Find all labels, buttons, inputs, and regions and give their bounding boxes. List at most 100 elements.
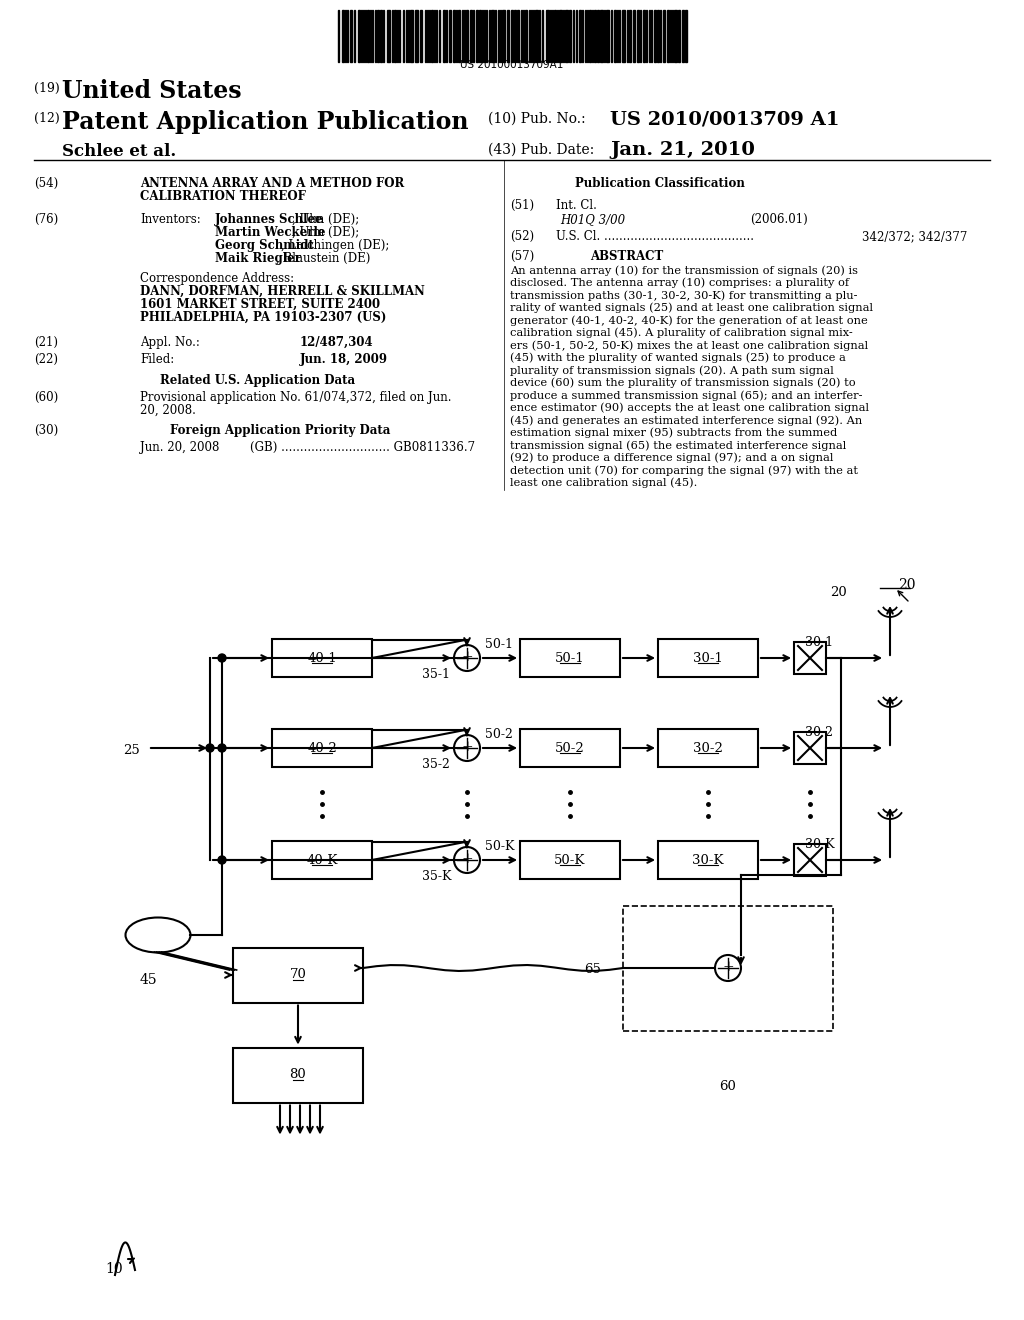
Text: 40-K: 40-K [306, 854, 338, 866]
Text: (54): (54) [34, 177, 58, 190]
Text: Georg Schmidt: Georg Schmidt [215, 239, 314, 252]
Text: (51): (51) [510, 199, 535, 213]
Bar [377, 11, 379, 62]
Text: produce a summed transmission signal (65); and an interfer-: produce a summed transmission signal (65… [510, 389, 862, 400]
Bar [443, 11, 445, 62]
Text: (76): (76) [34, 213, 58, 226]
Bar [597, 11, 599, 62]
Text: An antenna array (10) for the transmission of signals (20) is: An antenna array (10) for the transmissi… [510, 265, 858, 276]
Bar [233, 948, 362, 1002]
Bar [657, 11, 659, 62]
Text: Jun. 20, 2008: Jun. 20, 2008 [140, 441, 219, 454]
Text: 80: 80 [290, 1068, 306, 1081]
Text: Appl. No.:: Appl. No.: [140, 337, 200, 348]
Text: estimation signal mixer (95) subtracts from the summed: estimation signal mixer (95) subtracts f… [510, 428, 838, 438]
Text: PHILADELPHIA, PA 19103-2307 (US): PHILADELPHIA, PA 19103-2307 (US) [140, 312, 386, 323]
Bar [623, 906, 833, 1031]
Text: Patent Application Publication: Patent Application Publication [62, 110, 469, 135]
Text: 40-2: 40-2 [307, 742, 337, 755]
Text: (45) and generates an estimated interference signal (92). An: (45) and generates an estimated interfer… [510, 414, 862, 425]
Text: H01Q 3/00: H01Q 3/00 [560, 213, 625, 226]
Text: transmission paths (30-1, 30-2, 30-K) for transmitting a plu-: transmission paths (30-1, 30-2, 30-K) fo… [510, 290, 857, 301]
Bar [415, 11, 418, 62]
Text: 30-2: 30-2 [693, 742, 723, 755]
Text: 70: 70 [290, 969, 306, 982]
Text: ence estimator (90) accepts the at least one calibration signal: ence estimator (90) accepts the at least… [510, 403, 869, 413]
Text: ABSTRACT: ABSTRACT [590, 249, 664, 263]
Bar [431, 11, 433, 62]
Text: 40-1: 40-1 [307, 652, 337, 664]
Bar [569, 11, 571, 62]
Text: Foreign Application Priority Data: Foreign Application Priority Data [170, 424, 390, 437]
Bar [350, 11, 352, 62]
Bar [525, 11, 527, 62]
Text: US 20100013709A1: US 20100013709A1 [461, 59, 563, 70]
Text: (52): (52) [510, 230, 535, 243]
Bar [589, 11, 591, 62]
Text: (43) Pub. Date:: (43) Pub. Date: [488, 143, 594, 157]
Bar [633, 11, 635, 62]
Bar [410, 11, 413, 62]
Bar [654, 11, 656, 62]
Circle shape [206, 744, 214, 752]
Text: 20, 2008.: 20, 2008. [140, 404, 196, 417]
Text: 45: 45 [140, 973, 158, 987]
Bar [667, 11, 669, 62]
Bar [794, 843, 826, 876]
Circle shape [218, 744, 226, 752]
Bar [535, 11, 538, 62]
Text: 35-2: 35-2 [422, 758, 450, 771]
Text: 50-K: 50-K [554, 854, 586, 866]
Text: Jun. 18, 2009: Jun. 18, 2009 [300, 352, 388, 366]
Bar [658, 639, 758, 677]
Bar [554, 11, 556, 62]
Bar [674, 11, 677, 62]
Text: 35-1: 35-1 [422, 668, 450, 681]
Text: , Laichingen (DE);: , Laichingen (DE); [282, 239, 390, 252]
Text: 50-K: 50-K [485, 840, 514, 853]
Text: 20: 20 [898, 578, 915, 591]
Text: 25: 25 [123, 744, 140, 756]
Text: transmission signal (65) the estimated interference signal: transmission signal (65) the estimated i… [510, 440, 846, 450]
Bar [380, 11, 382, 62]
Text: Filed:: Filed: [140, 352, 174, 366]
Circle shape [218, 855, 226, 865]
Text: Int. Cl.: Int. Cl. [556, 199, 597, 213]
Text: generator (40-1, 40-2, 40-K) for the generation of at least one: generator (40-1, 40-2, 40-K) for the gen… [510, 315, 867, 326]
Bar [520, 639, 620, 677]
Bar [682, 11, 684, 62]
Text: 30-K: 30-K [692, 854, 724, 866]
Bar [517, 11, 519, 62]
Bar [466, 11, 468, 62]
Bar [394, 11, 396, 62]
Bar [643, 11, 645, 62]
Bar [233, 1048, 362, 1102]
Text: ANTENNA ARRAY AND A METHOD FOR: ANTENNA ARRAY AND A METHOD FOR [140, 177, 404, 190]
Bar [794, 733, 826, 764]
Circle shape [218, 653, 226, 663]
Text: Johannes Schlee: Johannes Schlee [215, 213, 324, 226]
Text: US 2010/0013709 A1: US 2010/0013709 A1 [610, 110, 840, 128]
Text: 50-2: 50-2 [485, 729, 513, 741]
Text: ers (50-1, 50-2, 50-K) mixes the at least one calibration signal: ers (50-1, 50-2, 50-K) mixes the at leas… [510, 341, 868, 351]
Text: (22): (22) [34, 352, 58, 366]
Text: +: + [722, 960, 734, 974]
Text: DANN, DORFMAN, HERRELL & SKILLMAN: DANN, DORFMAN, HERRELL & SKILLMAN [140, 285, 425, 298]
Bar [358, 11, 360, 62]
Bar [658, 841, 758, 879]
Bar [658, 729, 758, 767]
Bar [453, 11, 455, 62]
Bar [520, 729, 620, 767]
Text: 65: 65 [585, 964, 601, 975]
Text: Publication Classification: Publication Classification [575, 177, 744, 190]
Text: plurality of transmission signals (20). A path sum signal: plurality of transmission signals (20). … [510, 366, 834, 376]
Text: Provisional application No. 61/074,372, filed on Jun.: Provisional application No. 61/074,372, … [140, 391, 452, 404]
Text: +: + [461, 851, 473, 866]
Text: detection unit (70) for comparing the signal (97) with the at: detection unit (70) for comparing the si… [510, 465, 858, 475]
Bar [594, 11, 596, 62]
Bar [479, 11, 481, 62]
Text: 10: 10 [105, 1262, 123, 1276]
Text: (30): (30) [34, 424, 58, 437]
Bar [678, 11, 680, 62]
Bar [511, 11, 513, 62]
